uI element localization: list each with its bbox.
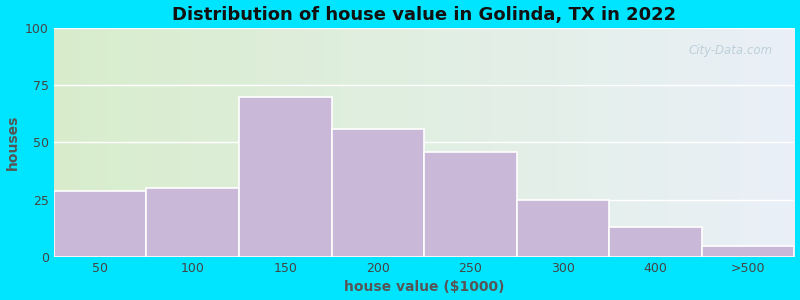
- Bar: [424, 152, 517, 257]
- Bar: [239, 97, 331, 257]
- Title: Distribution of house value in Golinda, TX in 2022: Distribution of house value in Golinda, …: [172, 6, 676, 24]
- Bar: [54, 190, 146, 257]
- Bar: [146, 188, 239, 257]
- Bar: [517, 200, 610, 257]
- Y-axis label: houses: houses: [6, 115, 19, 170]
- Bar: [702, 246, 794, 257]
- Bar: [331, 129, 424, 257]
- Bar: [610, 227, 702, 257]
- X-axis label: house value ($1000): house value ($1000): [344, 280, 504, 294]
- Text: City-Data.com: City-Data.com: [688, 44, 772, 57]
